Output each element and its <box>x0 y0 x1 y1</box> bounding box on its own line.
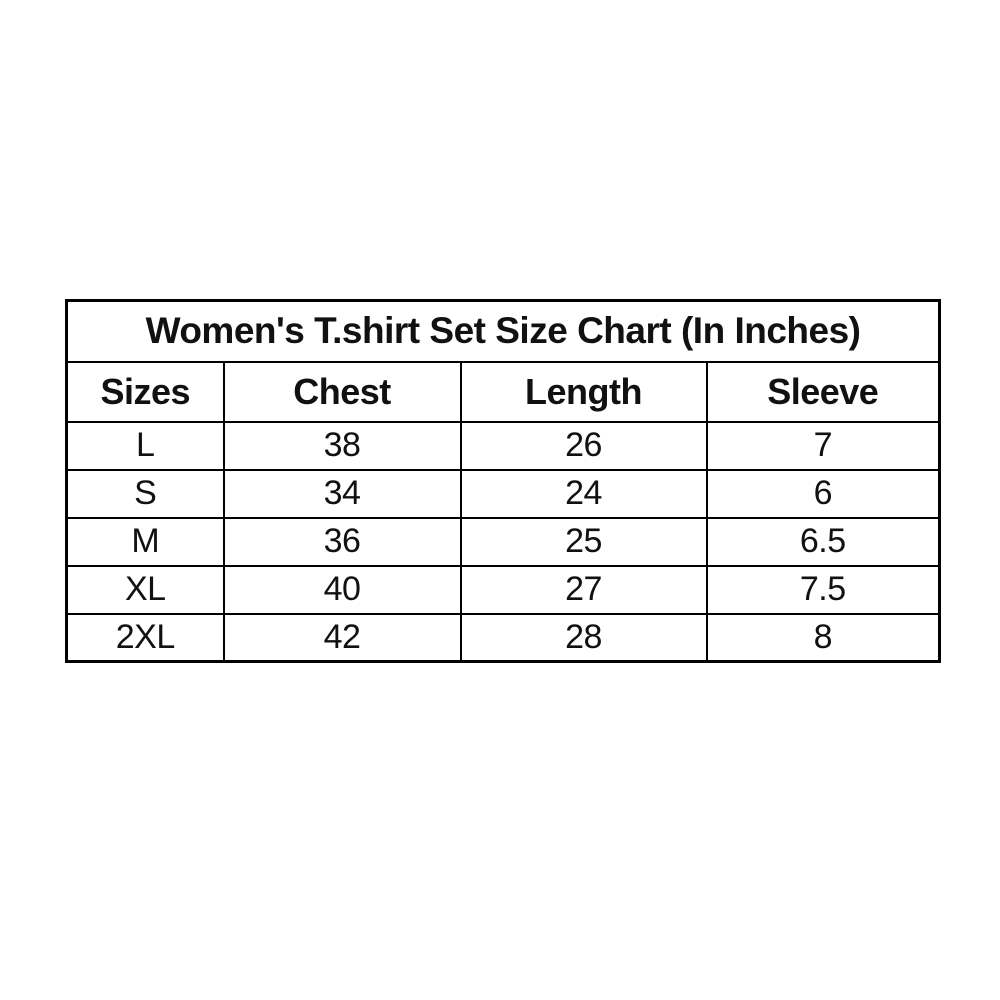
title-row: Women's T.shirt Set Size Chart (In Inche… <box>65 299 941 363</box>
chart-title: Women's T.shirt Set Size Chart (In Inche… <box>65 299 941 363</box>
size-label-cell: 2XL <box>65 612 225 663</box>
header-row: Sizes Chest Length Sleeve <box>65 360 941 423</box>
measurement-cell: 8 <box>705 612 941 663</box>
size-label-cell: L <box>65 420 225 471</box>
table-row: M 36 25 6.5 <box>65 516 941 567</box>
measurement-cell: 24 <box>459 468 708 519</box>
table-body: L 38 26 7 S 34 24 6 M 36 25 6.5 XL 40 27 7.5 2XL 42 28 8 <box>65 420 941 663</box>
column-header-sleeve: Sleeve <box>705 360 941 423</box>
table-row: XL 40 27 7.5 <box>65 564 941 615</box>
measurement-cell: 40 <box>222 564 462 615</box>
column-header-sizes: Sizes <box>65 360 225 423</box>
measurement-cell: 25 <box>459 516 708 567</box>
table-row: L 38 26 7 <box>65 420 941 471</box>
measurement-cell: 42 <box>222 612 462 663</box>
column-header-length: Length <box>459 360 708 423</box>
column-header-chest: Chest <box>222 360 462 423</box>
measurement-cell: 7.5 <box>705 564 941 615</box>
size-label-cell: S <box>65 468 225 519</box>
size-label-cell: XL <box>65 564 225 615</box>
measurement-cell: 36 <box>222 516 462 567</box>
table-row: S 34 24 6 <box>65 468 941 519</box>
size-chart-table: Women's T.shirt Set Size Chart (In Inche… <box>65 299 942 663</box>
measurement-cell: 38 <box>222 420 462 471</box>
table-row: 2XL 42 28 8 <box>65 612 941 663</box>
size-label-cell: M <box>65 516 225 567</box>
measurement-cell: 27 <box>459 564 708 615</box>
measurement-cell: 34 <box>222 468 462 519</box>
measurement-cell: 28 <box>459 612 708 663</box>
measurement-cell: 7 <box>705 420 941 471</box>
measurement-cell: 26 <box>459 420 708 471</box>
measurement-cell: 6 <box>705 468 941 519</box>
measurement-cell: 6.5 <box>705 516 941 567</box>
